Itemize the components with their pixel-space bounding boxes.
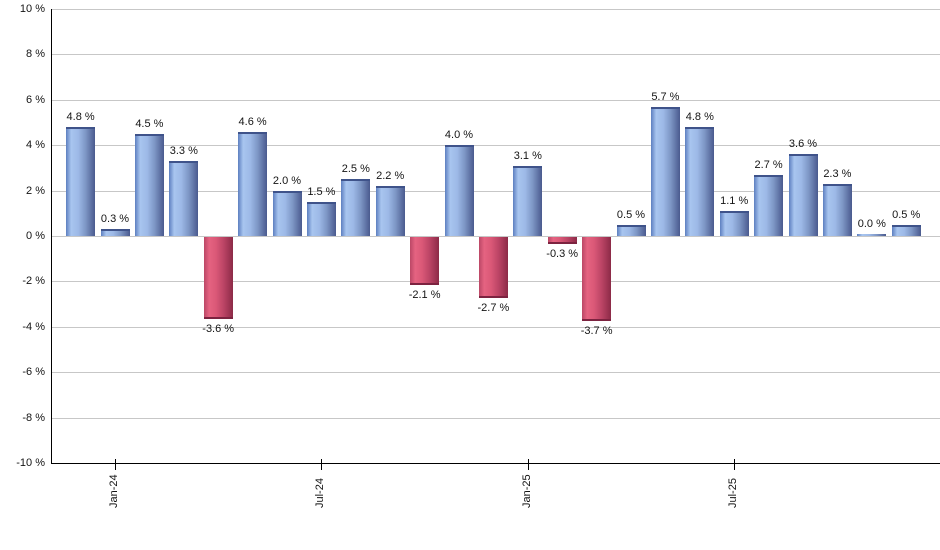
bar-Apr-25 [616,224,646,236]
bar-value-label: 2.3 % [823,167,852,180]
bar-value-label: -2.1 % [408,288,441,301]
y-axis-tick-label: 2 % [26,184,45,197]
x-axis-line [51,463,940,464]
bar-value-label: 3.1 % [513,149,542,162]
bar-value-label: 0.5 % [892,208,921,221]
bar-value-label: 4.8 % [66,111,95,124]
gridline [51,417,940,419]
bar-value-label: 1.1 % [720,195,749,208]
bar-Nov-25 [857,234,887,236]
y-axis-tick-label: -4 % [22,320,45,333]
y-axis-tick-label: 0 % [26,230,45,242]
bar-value-label: 4.5 % [135,117,164,130]
bar-value-label: 3.3 % [169,145,198,158]
y-axis-tick-label: 10 % [19,3,45,15]
bar-Oct-24 [410,237,440,285]
bar-Jul-24 [306,201,336,236]
bar-Dec-25 [891,224,921,236]
y-axis-tick-label: -6 % [22,366,45,379]
bar-value-label: -0.3 % [546,247,579,260]
x-axis-tick-label: Jan-25 [520,474,533,508]
bar-value-label: 4.8 % [685,111,714,124]
gridline [51,236,940,237]
bar-value-label: 0.3 % [100,213,130,226]
bar-May-25 [650,106,680,236]
bar-value-label: -3.7 % [580,324,613,337]
bar-value-label: -3.6 % [202,322,235,335]
y-axis-tick-label: 6 % [26,93,45,106]
bar-value-label: 2.5 % [341,163,370,176]
bar-Aug-24 [341,179,371,236]
bar-value-label: 2.7 % [754,158,783,171]
gridline [51,9,940,10]
x-axis-tick-label: Jan-24 [108,474,120,508]
bar-value-label: 4.6 % [238,115,267,128]
bar-Jan-24 [100,229,130,236]
bar-value-label: 0.0 % [857,218,886,230]
bar-value-label: 2.0 % [272,174,302,187]
x-axis-tick [115,459,116,470]
bar-value-label: 3.6 % [788,138,818,151]
bar-Jul-25 [719,211,749,236]
gridline [51,190,940,192]
bar-value-label: 4.0 % [444,129,474,142]
bar-value-label: -2.7 % [477,302,510,315]
bar-Nov-24 [444,145,474,236]
bar-Dec-23 [66,127,96,236]
bar-value-label: 1.5 % [307,185,336,198]
bar-May-24 [238,131,268,236]
gridline [51,99,940,101]
bar-Mar-25 [582,237,612,321]
bar-Dec-24 [478,237,508,299]
bar-Sep-25 [788,154,818,236]
x-axis-tick [321,459,323,470]
x-axis-tick [734,459,736,470]
bar-Jun-25 [685,127,715,236]
bar-Mar-24 [169,161,199,236]
gridline [51,54,940,56]
y-axis-line [51,9,52,464]
bar-Feb-24 [134,133,164,236]
x-axis-tick-label: Jul-25 [727,478,740,508]
bar-value-label: 2.2 % [376,170,405,183]
y-axis-tick-label: -2 % [22,275,45,288]
bar-value-label: 5.7 % [651,90,680,103]
bar-Jun-24 [272,190,302,236]
gridline [51,326,940,328]
gridline [51,145,940,147]
x-axis-tick [527,459,529,470]
y-axis-tick-label: 4 % [26,139,45,152]
gridline [51,372,940,374]
bar-value-label: 0.5 % [616,208,646,221]
bar-Sep-24 [375,186,405,236]
y-axis-tick-label: 8 % [26,48,45,61]
bar-Feb-25 [547,237,577,244]
bar-Aug-25 [754,174,784,236]
y-axis-tick-label: -8 % [22,411,45,424]
bar-Apr-24 [203,237,233,319]
bar-Jan-25 [513,165,543,236]
bar-Oct-25 [822,183,852,236]
x-axis-tick-label: Jul-24 [314,478,327,508]
y-axis-tick-label: -10 % [16,457,45,469]
